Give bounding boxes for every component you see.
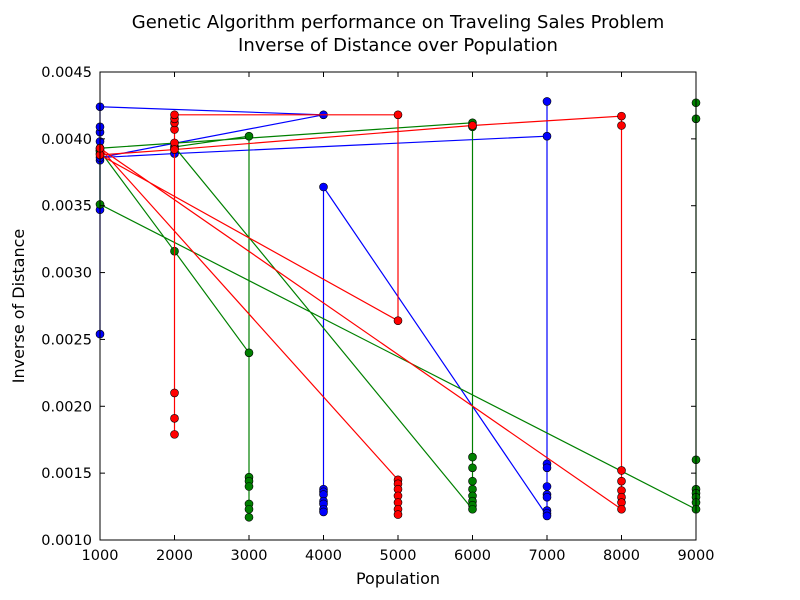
data-point-green-28 [244,512,254,522]
x-tick-label: 5000 [380,548,417,564]
data-point-blue-15 [542,482,552,491]
y-tick-label: 0.0045 [41,65,92,81]
data-point-blue-12 [542,97,552,106]
x-tick-label: 2000 [156,548,193,564]
data-point-green-22 [244,131,254,141]
x-axis-label: Population [356,569,440,588]
data-point-green-29 [244,348,254,358]
data-point-red-2 [170,388,179,398]
y-tick-label: 0.0030 [41,266,92,282]
y-tick-label: 0.0010 [41,533,92,549]
data-point-blue-17 [542,492,552,502]
data-point-red-15 [617,121,626,130]
data-point-red-13 [468,121,477,130]
data-point-blue-11 [542,131,552,141]
x-tick-label: 7000 [529,548,566,564]
y-tick-label: 0.0025 [41,332,92,348]
data-point-red-1 [170,414,179,423]
data-point-red-9 [393,110,403,120]
chart-title-line-1: Genetic Algorithm performance on Traveli… [132,12,665,33]
y-tick-label: 0.0015 [41,466,92,482]
data-point-red-29 [393,510,403,519]
data-point-red-10 [393,316,403,326]
y-axis-label: Inverse of Distance [9,229,28,383]
chart-title-line-2: Inverse of Distance over Population [238,35,558,56]
data-point-red-14 [617,111,626,121]
x-tick-label: 6000 [454,548,491,564]
data-point-blue-28 [319,507,328,517]
ticks-layer: 1000 2000 3000 4000 5000 6000 7000 8000 9000 0.00… [41,65,714,564]
data-point-green-13 [468,452,477,462]
data-point-red-8 [170,110,179,120]
y-tick-label: 0.0020 [41,399,92,415]
x-tick-label: 3000 [231,548,268,564]
x-tick-label: 9000 [678,548,715,564]
data-point-green-14 [468,463,477,473]
y-tick-label: 0.0035 [41,199,92,215]
data-point-blue-21 [319,182,328,192]
data-point-red-16 [617,466,626,475]
data-point-red-12 [170,145,179,154]
data-point-green-27 [244,504,254,514]
data-point-green-20 [468,504,477,514]
data-point-red-0 [170,430,179,439]
data-point-blue-20 [542,511,552,521]
data-point-green-15 [468,476,477,486]
data-point-blue-14 [542,463,552,473]
data-point-green-25 [244,482,254,491]
data-point-red-17 [617,476,626,486]
x-tick-label: 1000 [82,548,119,564]
y-tick-label: 0.0040 [41,132,92,148]
x-tick-label: 8000 [603,548,640,564]
data-point-red-21 [617,504,626,514]
x-tick-label: 4000 [305,548,342,564]
